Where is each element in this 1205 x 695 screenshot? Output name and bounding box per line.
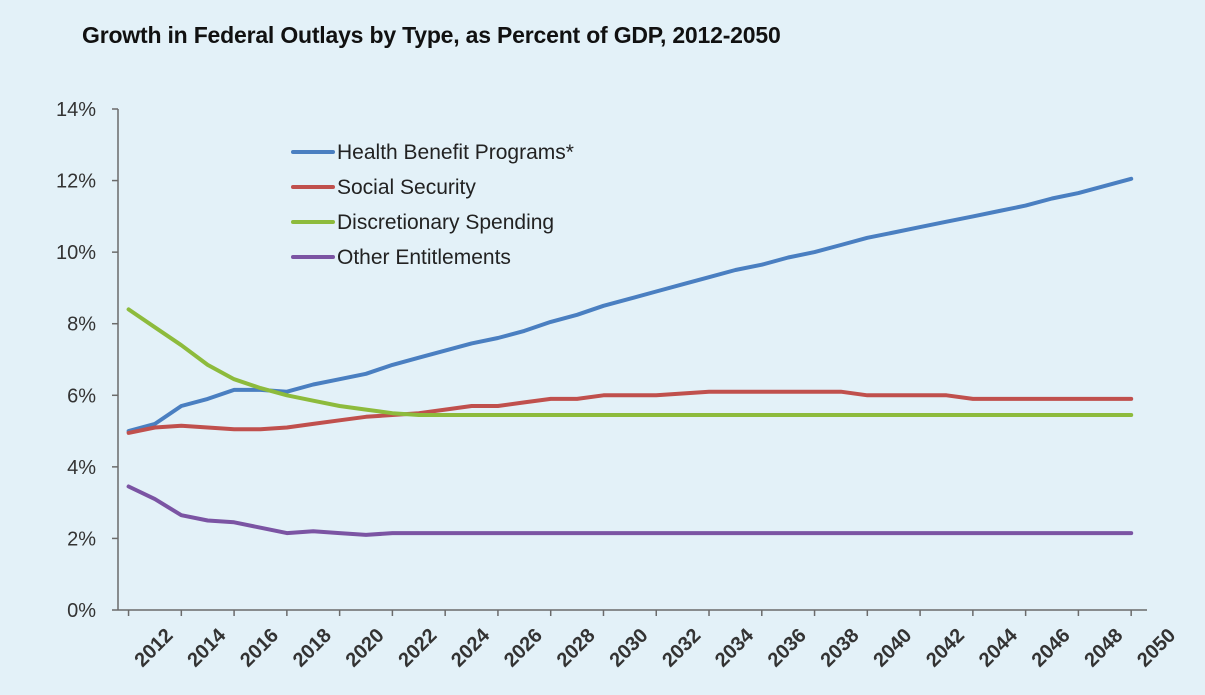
y-tick-label: 4% — [67, 457, 96, 479]
x-tick-label: 2036 — [764, 625, 811, 672]
y-tick-label: 6% — [67, 385, 96, 407]
x-tick-label: 2042 — [922, 625, 969, 672]
legend-label: Other Entitlements — [337, 246, 511, 269]
chart-title: Growth in Federal Outlays by Type, as Pe… — [82, 22, 781, 48]
x-tick-label: 2040 — [869, 625, 916, 672]
y-tick-label: 12% — [56, 171, 96, 193]
x-tick-label: 2018 — [289, 625, 336, 672]
y-tick-label: 14% — [56, 99, 96, 121]
x-tick-label: 2038 — [817, 625, 864, 672]
x-tick-label: 2050 — [1133, 625, 1180, 672]
y-tick-label: 2% — [67, 528, 96, 550]
x-tick-label: 2048 — [1080, 625, 1127, 672]
series-line-3 — [126, 484, 1134, 537]
x-tick-label: 2022 — [394, 625, 441, 672]
y-tick-label: 8% — [67, 314, 96, 336]
x-tick-label: 2016 — [236, 625, 283, 672]
x-tick-label: 2028 — [553, 625, 600, 672]
x-tick-label: 2026 — [500, 625, 547, 672]
x-tick-label: 2030 — [605, 625, 652, 672]
series-line-2 — [126, 307, 1134, 417]
axes: 0%2%4%6%8%10%12%14%2012 2014 2016 2018 2020 2… — [56, 99, 1180, 672]
legend-label: Health Benefit Programs* — [337, 141, 574, 164]
x-tick-label: 2012 — [131, 625, 178, 672]
x-tick-label: 2044 — [975, 624, 1023, 672]
legend-label: Discretionary Spending — [337, 211, 554, 234]
x-tick-label: 2032 — [658, 625, 705, 672]
legend: Health Benefit Programs* Social Security D… — [291, 141, 574, 269]
legend-label: Social Security — [337, 176, 476, 199]
series-line-0 — [126, 176, 1134, 434]
y-tick-label: 10% — [56, 242, 96, 264]
series-layer — [126, 176, 1134, 537]
x-tick-label: 2014 — [183, 624, 231, 672]
series-line-1 — [126, 389, 1134, 435]
x-tick-label: 2034 — [711, 624, 759, 672]
x-tick-label: 2046 — [1028, 625, 1075, 672]
y-tick-label: 0% — [67, 600, 96, 622]
x-tick-label: 2024 — [447, 624, 495, 672]
x-tick-label: 2020 — [342, 625, 389, 672]
